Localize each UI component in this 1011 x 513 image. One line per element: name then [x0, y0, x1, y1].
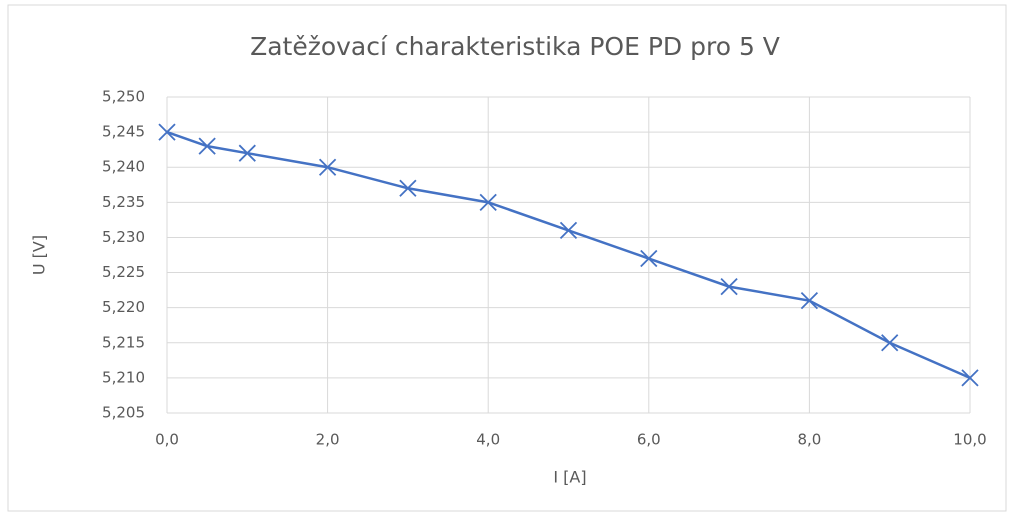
data-point	[800, 292, 819, 310]
x-tick-label: 0,0	[155, 431, 179, 449]
data-point	[640, 249, 658, 268]
data-point	[720, 277, 738, 296]
y-tick-label: 5,210	[102, 368, 145, 386]
x-axis-label: I [A]	[553, 468, 586, 487]
y-axis-label: U [V]	[30, 235, 49, 275]
x-tick-label: 8,0	[797, 431, 821, 449]
y-tick-label: 5,220	[102, 298, 145, 316]
data-point	[479, 193, 497, 211]
y-tick-label: 5,225	[102, 263, 145, 281]
x-tick-label: 10,0	[953, 431, 986, 449]
chart-frame	[7, 4, 1007, 512]
x-tick-label: 4,0	[476, 431, 500, 449]
data-point	[559, 221, 578, 240]
chart-title: Zatěžovací charakteristika POE PD pro 5 …	[250, 32, 780, 61]
data-point	[318, 158, 337, 176]
y-tick-label: 5,215	[102, 333, 145, 351]
y-tick-label: 5,250	[102, 88, 145, 106]
data-point	[158, 123, 176, 141]
y-tick-label: 5,235	[102, 193, 145, 211]
y-tick-label: 5,245	[102, 123, 145, 141]
y-tick-label: 5,230	[102, 228, 145, 246]
x-tick-label: 2,0	[316, 431, 340, 449]
data-point	[198, 137, 216, 155]
y-tick-label: 5,205	[102, 404, 145, 422]
data-point	[961, 369, 979, 387]
x-tick-label: 6,0	[637, 431, 661, 449]
data-point	[881, 334, 899, 352]
series-line	[166, 130, 971, 380]
y-tick-label: 5,240	[102, 158, 145, 176]
data-point	[238, 144, 256, 162]
data-point	[399, 179, 417, 197]
